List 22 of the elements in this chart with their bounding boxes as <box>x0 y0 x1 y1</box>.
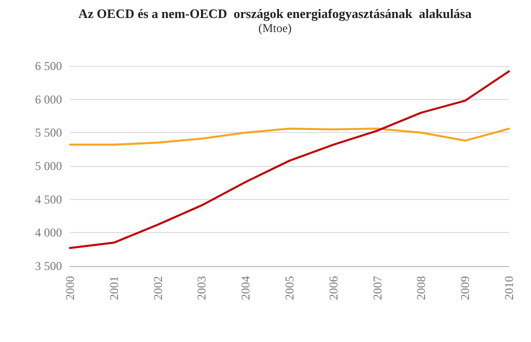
x-tick-label: 2004 <box>238 276 253 300</box>
y-tick-label: 5 500 <box>35 126 62 140</box>
y-tick-label: 4 000 <box>35 226 62 240</box>
chart-subtitle: (Mtoe) <box>258 21 292 35</box>
line-series <box>69 70 510 249</box>
chart-title: Az OECD és a nem-OECD országok energiafogyasztásának alakulása <box>78 6 472 21</box>
x-tick-label: 2000 <box>63 276 77 300</box>
x-tick-label: 2009 <box>458 276 472 300</box>
x-tick-label: 2001 <box>106 276 121 300</box>
x-tick-label: 2002 <box>150 276 165 300</box>
line-series <box>69 128 510 146</box>
x-tick-label: 2006 <box>326 276 340 300</box>
y-tick-label: 6 000 <box>35 92 62 106</box>
x-tick-label: 2008 <box>414 276 428 300</box>
x-tick-label: 2010 <box>502 276 516 300</box>
y-tick-label: 6 500 <box>35 59 62 73</box>
x-tick-label: 2007 <box>370 276 384 300</box>
y-tick-label: 4 500 <box>35 192 62 206</box>
x-tick-label: 2005 <box>282 276 296 300</box>
y-tick-label: 3 500 <box>35 259 62 273</box>
x-tick-label: 2003 <box>194 276 209 300</box>
y-tick-label: 5 000 <box>35 159 62 173</box>
